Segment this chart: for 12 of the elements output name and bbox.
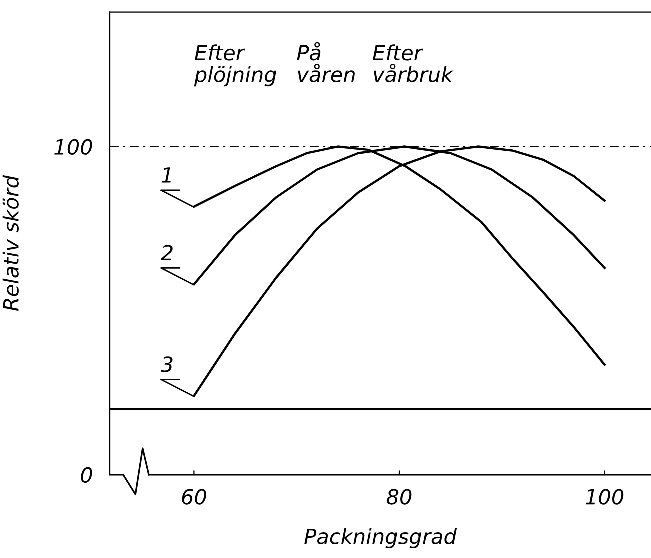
- y-tick-label: 0: [81, 467, 92, 484]
- x-tick-label: 100: [586, 489, 624, 505]
- x-tick-label: 80: [386, 489, 412, 505]
- y-axis-title: Relativ skörd: [2, 175, 19, 312]
- annotation: På våren: [297, 42, 355, 83]
- series-label: 2: [160, 245, 173, 261]
- series-label: 1: [162, 168, 171, 183]
- series-label: 3: [160, 356, 173, 372]
- x-tick-label: 60: [182, 489, 206, 505]
- annotation: Efter vårbruk: [372, 44, 454, 83]
- annotation: Efter plöjning: [194, 44, 277, 87]
- x-axis-title: Packningsgrad: [304, 528, 458, 549]
